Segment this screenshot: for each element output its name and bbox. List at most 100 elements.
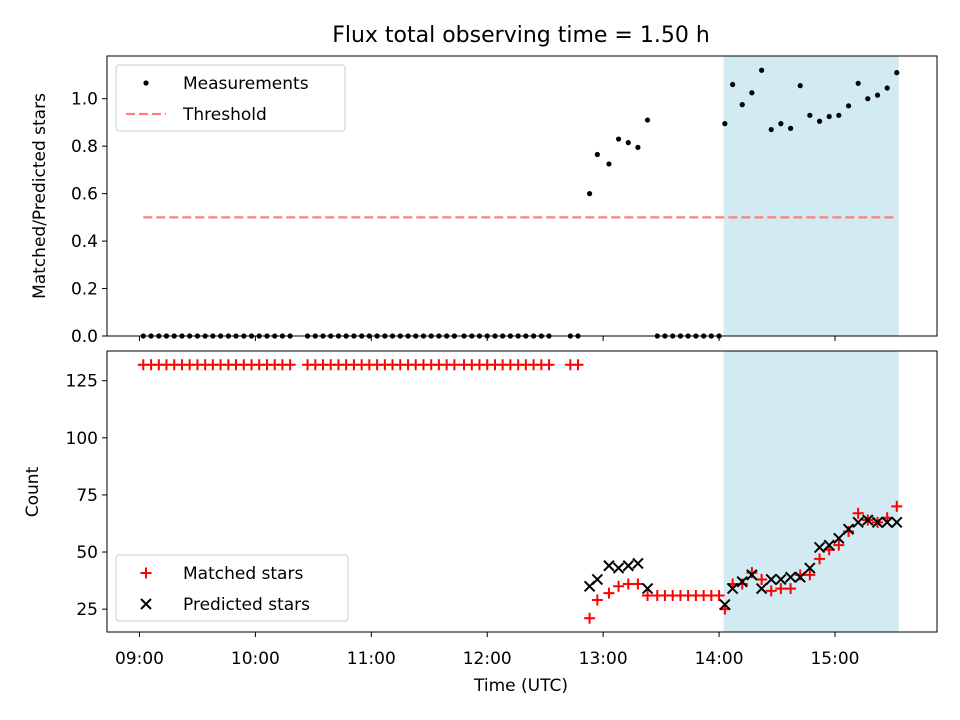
top-y-axis: 0.0 0.2 0.4 0.6 0.8 1.0 <box>71 90 107 347</box>
predicted-star-point <box>813 541 826 554</box>
matched-star-point <box>642 589 654 601</box>
highlight-span <box>723 56 899 336</box>
measurement-point <box>874 92 881 98</box>
matched-star-point <box>814 553 826 565</box>
top-plot-marks <box>140 67 900 339</box>
predicted-star-point <box>842 523 855 535</box>
measurement-point <box>586 191 593 197</box>
panel-top: 0.0 0.2 0.4 0.6 0.8 1.0 Matched/Predicted sta… <box>30 55 938 347</box>
measurement-point <box>894 70 900 76</box>
predicted-star-point <box>746 569 758 581</box>
y-tick-label: 0.0 <box>71 327 98 347</box>
predicted-star-point <box>871 516 884 529</box>
measurement-point <box>836 112 842 118</box>
measurement-point <box>722 121 728 127</box>
bottom-legend: Matched stars Predicted stars <box>115 554 349 622</box>
predicted-star-point <box>784 571 797 583</box>
predicted-star-point <box>862 514 874 526</box>
predicted-star-point <box>612 562 625 574</box>
legend-box <box>115 64 346 132</box>
matched-star-point <box>833 539 845 551</box>
y-tick-label: 125 <box>66 372 98 392</box>
predicted-star-point <box>632 557 644 570</box>
legend-swatch <box>140 567 152 579</box>
predicted-star-point <box>622 560 635 572</box>
y-tick-label: 0.6 <box>71 185 98 205</box>
matched-star-point <box>756 573 768 585</box>
predicted-star-point <box>726 582 739 595</box>
predicted-star-point <box>719 598 731 611</box>
predicted-star-point <box>736 576 748 588</box>
predicted-star-point <box>833 532 845 545</box>
chart-title: Flux total observing time = 1.50 h <box>332 23 710 48</box>
x-tick-label: 14:00 <box>695 649 744 669</box>
measurement-point <box>855 80 861 86</box>
x-tick-label: 12:00 <box>463 649 512 669</box>
panel-bottom: 25 50 75 100 125 09:00 10:00 11:00 12:00 13:00 14… <box>23 350 938 696</box>
matched-star-point <box>584 612 596 624</box>
predicted-star-point <box>804 562 816 574</box>
matched-star-point <box>713 589 725 601</box>
matched-star-point <box>603 587 615 599</box>
matched-star-point <box>632 578 644 590</box>
measurement-point <box>739 102 745 108</box>
measurement-point <box>768 126 774 133</box>
matched-star-point <box>591 594 603 606</box>
predicted-star-point <box>775 573 787 586</box>
measurement-point <box>865 96 871 102</box>
matched-star-point <box>543 359 555 371</box>
y-tick-label: 0.2 <box>71 280 98 300</box>
top-legend: Measurements Threshold <box>115 64 346 132</box>
y-tick-label: 1.0 <box>71 90 98 110</box>
legend-label: Measurements <box>183 74 309 94</box>
measurement-point <box>845 103 852 109</box>
legend-label: Matched stars <box>183 564 303 584</box>
bottom-x-axis: 09:00 10:00 11:00 12:00 13:00 14:00 15:00 <box>115 632 859 669</box>
measurement-point <box>606 161 612 167</box>
x-tick-label: 13:00 <box>579 649 628 669</box>
predicted-star-point <box>794 571 806 583</box>
measurement-point <box>615 136 622 142</box>
measurement-point <box>807 112 813 118</box>
measurement-point <box>816 118 823 124</box>
matched-star-point <box>891 500 903 512</box>
matched-star-point <box>804 569 816 581</box>
top-plot-frame <box>106 55 938 337</box>
measurement-point <box>787 125 794 131</box>
legend-label: Threshold <box>182 105 267 125</box>
predicted-star-point <box>891 516 903 529</box>
y-tick-label: 50 <box>76 543 98 563</box>
matched-star-point <box>785 583 797 595</box>
measurement-point <box>826 113 832 120</box>
predicted-star-point <box>881 516 893 529</box>
top-x-ticks <box>138 336 836 341</box>
measurement-point <box>594 151 600 158</box>
predicted-star-point <box>603 560 615 572</box>
predicted-star-point <box>823 539 835 551</box>
measurement-point <box>778 121 784 127</box>
matched-star-point <box>572 359 584 371</box>
matched-star-point <box>622 578 634 590</box>
matched-star-point <box>852 507 864 519</box>
x-tick-label: 15:00 <box>810 649 859 669</box>
legend-label: Predicted stars <box>183 595 310 615</box>
predicted-star-point <box>591 573 604 586</box>
x-tick-label: 11:00 <box>347 649 396 669</box>
top-plot-background <box>723 56 899 336</box>
measurement-point <box>730 81 736 88</box>
legend-swatch <box>143 80 149 86</box>
highlight-span <box>723 351 899 632</box>
measurement-point <box>635 144 641 150</box>
bottom-plot-background <box>723 351 899 632</box>
matched-star-point <box>765 585 777 597</box>
y-tick-label: 0.8 <box>71 137 98 157</box>
x-axis-label: Time (UTC) <box>473 676 568 696</box>
bottom-y-axis: 25 50 75 100 125 <box>66 372 107 620</box>
measurement-point <box>749 90 755 96</box>
y-tick-label: 75 <box>76 486 98 506</box>
matched-star-point <box>284 359 296 371</box>
x-tick-label: 09:00 <box>115 649 164 669</box>
predicted-star-point <box>765 573 777 586</box>
measurement-point <box>797 83 803 89</box>
